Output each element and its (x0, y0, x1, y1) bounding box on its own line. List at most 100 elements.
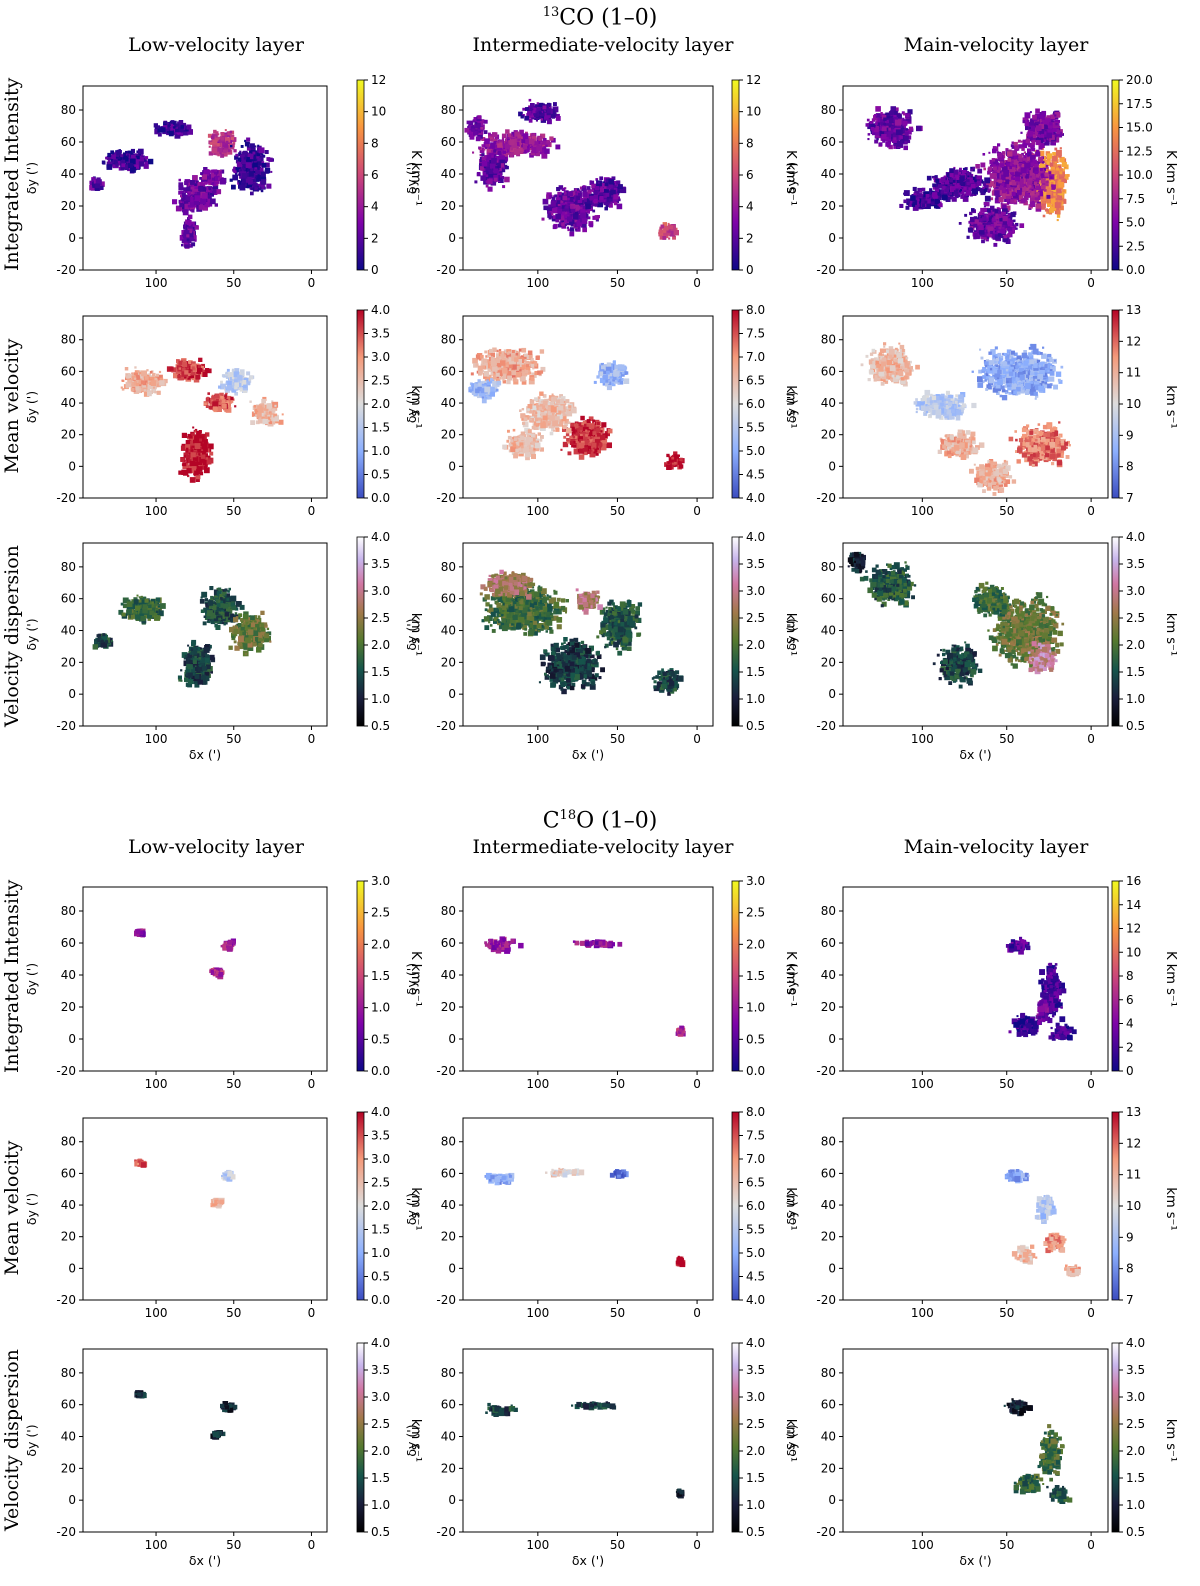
map-pixel (1009, 180, 1012, 183)
section-title-sup: 18 (559, 808, 577, 823)
map-pixel (981, 212, 985, 216)
map-pixel (1006, 233, 1011, 238)
map-pixel (561, 205, 567, 210)
map-pixel (1001, 179, 1005, 182)
map-pixel (577, 215, 582, 220)
map-pixel (548, 216, 552, 220)
map-pixel (961, 170, 967, 175)
colorbar-tick-label: 10 (746, 105, 761, 119)
map-pixel (166, 131, 169, 134)
map-pixel (1041, 184, 1046, 190)
map-pixel (200, 172, 203, 175)
map-pixel (949, 168, 955, 174)
map-pixel (1047, 202, 1052, 207)
map-pixel (130, 166, 136, 173)
map-pixel (616, 180, 621, 185)
map-pixel (874, 127, 879, 133)
map-pixel (187, 235, 194, 242)
map-pixel (485, 168, 492, 175)
map-pixel (231, 137, 237, 142)
map-pixel (1007, 155, 1010, 158)
map-pixel (484, 138, 490, 144)
map-pixel (499, 159, 506, 166)
map-pixel (947, 189, 952, 194)
map-pixel (111, 154, 116, 159)
map-pixel (184, 180, 189, 186)
map-pixel (510, 134, 514, 139)
map-pixel (1012, 159, 1018, 165)
map-pixel (187, 193, 191, 197)
map-pixel (995, 213, 1001, 220)
map-pixel (908, 126, 914, 131)
map-pixel (209, 170, 213, 173)
map-pixel (976, 180, 982, 186)
map-pixel (201, 174, 208, 180)
map-pixel (1046, 153, 1053, 159)
section-title-sup: 13 (542, 5, 560, 20)
map-pixel (126, 154, 130, 157)
map-pixel (1002, 216, 1008, 222)
map-pixel (875, 106, 881, 112)
map-pixel (120, 159, 126, 165)
map-pixel (230, 144, 233, 148)
map-pixel (998, 211, 1002, 215)
map-pixel (174, 132, 181, 139)
map-pixel (592, 215, 597, 220)
map-pixel (552, 207, 558, 214)
map-pixel (483, 148, 486, 151)
map-pixel (899, 135, 903, 139)
map-pixel (172, 122, 175, 125)
map-pixel (529, 138, 535, 145)
map-pixel (1003, 234, 1008, 239)
map-pixel (254, 187, 257, 190)
map-pixel (208, 188, 212, 191)
map-pixel (954, 184, 959, 189)
map-pixel (1055, 167, 1059, 171)
map-pixel (502, 150, 506, 154)
map-pixel (1025, 152, 1028, 156)
map-pixel (867, 133, 871, 136)
map-pixel (1056, 214, 1061, 218)
map-pixel (1046, 199, 1051, 204)
map-pixel (557, 208, 563, 214)
map-pixel (1018, 178, 1024, 185)
map-pixel (524, 115, 530, 121)
map-pixel (880, 112, 883, 115)
map-pixel (932, 175, 935, 179)
map-pixel (669, 225, 674, 230)
map-pixel (969, 193, 973, 197)
map-pixel (620, 187, 627, 194)
x-tick-label: 0 (693, 276, 701, 290)
y-tick-label: 60 (441, 135, 456, 149)
map-pixel (956, 176, 961, 180)
map-pixel (1020, 198, 1026, 204)
map-pixel (605, 178, 611, 183)
map-pixel (266, 183, 272, 189)
map-pixel (949, 178, 953, 183)
map-pixel (1046, 177, 1049, 180)
map-pixel (530, 135, 533, 138)
map-pixel (1011, 180, 1017, 186)
map-pixel (964, 195, 967, 198)
map-pixel (967, 172, 971, 176)
map-pixel (1035, 192, 1040, 196)
map-pixel (480, 175, 486, 181)
map-pixel (1007, 214, 1010, 217)
map-pixel (170, 125, 174, 130)
map-pixel (871, 123, 877, 129)
map-pixel (1046, 158, 1051, 163)
map-pixel (983, 185, 989, 190)
map-pixel (1013, 141, 1018, 147)
map-pixel (944, 180, 950, 185)
y-axis-label: δy (') (24, 162, 39, 194)
map-pixel (472, 151, 475, 154)
map-pixel (992, 213, 995, 216)
map-pixel (881, 115, 887, 120)
map-pixel (560, 211, 565, 216)
map-pixel (995, 182, 1001, 187)
map-pixel (882, 126, 887, 132)
map-pixel (934, 188, 940, 194)
map-pixel (217, 136, 221, 140)
map-pixel (613, 201, 618, 206)
